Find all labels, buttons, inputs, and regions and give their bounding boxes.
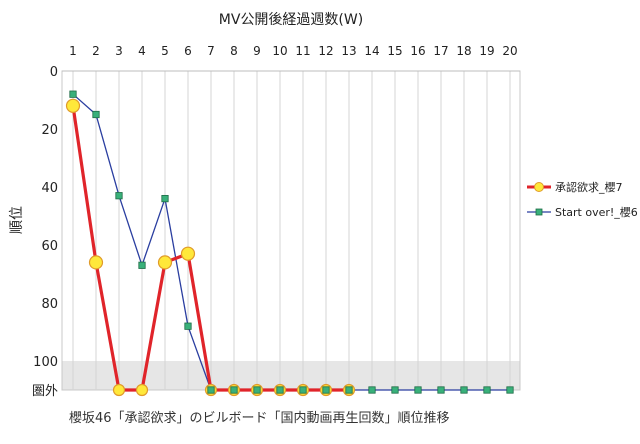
x-tick-label: 11 <box>295 44 310 58</box>
data-point-series1 <box>437 386 445 394</box>
y-tick-label: 20 <box>41 123 58 138</box>
x-tick-label: 3 <box>115 44 123 58</box>
gridlines <box>62 70 520 390</box>
data-point-series0 <box>112 383 126 397</box>
data-point-series1 <box>368 386 376 394</box>
x-axis-title: MV公開後経過週数(W) <box>219 12 363 28</box>
series-markers <box>65 90 514 397</box>
data-point-series0 <box>180 246 196 261</box>
data-point-series0 <box>88 255 104 270</box>
x-tick-label: 16 <box>410 44 425 58</box>
legend-label-series0: 承認欲求_櫻7 <box>555 180 623 194</box>
y-tick-label: 0 <box>50 65 58 80</box>
y-tick-label: 100 <box>33 355 58 370</box>
x-tick-label: 7 <box>207 44 215 58</box>
x-tick-label: 17 <box>433 44 448 58</box>
data-point-series1 <box>414 386 422 394</box>
y-tick-label: 80 <box>41 297 58 312</box>
data-point-series1 <box>322 386 330 394</box>
data-point-series1 <box>184 322 192 330</box>
legend-marker-series0 <box>534 182 544 192</box>
data-point-series1 <box>207 386 215 394</box>
legend: 承認欲求_櫻7 Start over!_櫻6 <box>527 180 638 219</box>
x-tick-label: 15 <box>387 44 402 58</box>
data-point-series1 <box>161 194 169 203</box>
y-axis-title: 順位 <box>9 206 25 234</box>
x-tick-label: 8 <box>230 44 238 58</box>
y-tick-label: 60 <box>41 239 58 254</box>
data-point-series1 <box>138 261 146 269</box>
data-point-series0 <box>135 383 149 397</box>
legend-label-series1: Start over!_櫻6 <box>555 205 638 219</box>
data-point-series1 <box>460 386 468 394</box>
x-tick-label: 19 <box>479 44 494 58</box>
x-tick-label: 18 <box>456 44 471 58</box>
x-tick-label: 5 <box>161 44 169 58</box>
chart-caption: 櫻坂46「承認欲求」のビルボード「国内動画再生回数」順位推移 <box>69 410 450 426</box>
x-tick-label: 12 <box>318 44 333 58</box>
legend-marker-series1 <box>535 208 543 216</box>
data-point-series1 <box>345 386 353 394</box>
data-point-series1 <box>115 192 123 200</box>
out-of-range-band <box>62 361 520 390</box>
x-tick-label: 9 <box>253 44 261 58</box>
data-point-series0 <box>157 255 173 270</box>
data-point-series1 <box>391 386 399 394</box>
x-tick-label: 10 <box>272 44 287 58</box>
plot-area <box>61 70 521 391</box>
x-tick-labels: 1 2 3 4 5 6 7 8 9 10 11 12 13 14 15 16 17 18 19 20 <box>69 44 517 58</box>
y-tick-label-out-of-range: 圏外 <box>32 384 58 399</box>
data-point-series1 <box>506 386 514 394</box>
data-point-series1 <box>276 386 284 394</box>
x-tick-label: 6 <box>184 44 192 58</box>
data-point-series1 <box>253 386 261 394</box>
data-point-series1 <box>69 90 77 98</box>
x-tick-label: 14 <box>364 44 379 58</box>
data-point-series1 <box>483 386 491 394</box>
y-tick-labels: 0 20 40 60 80 100 圏外 <box>32 65 58 399</box>
data-point-series1 <box>92 110 100 119</box>
x-tick-label: 1 <box>69 44 77 58</box>
data-point-series0 <box>65 98 81 113</box>
y-tick-label: 40 <box>41 181 58 196</box>
x-tick-label: 13 <box>341 44 356 58</box>
plot-border <box>61 70 521 391</box>
data-point-series1 <box>230 386 238 394</box>
x-tick-label: 20 <box>502 44 517 58</box>
x-tick-label: 4 <box>138 44 146 58</box>
x-tick-label: 2 <box>92 44 100 58</box>
data-point-series1 <box>299 386 307 394</box>
